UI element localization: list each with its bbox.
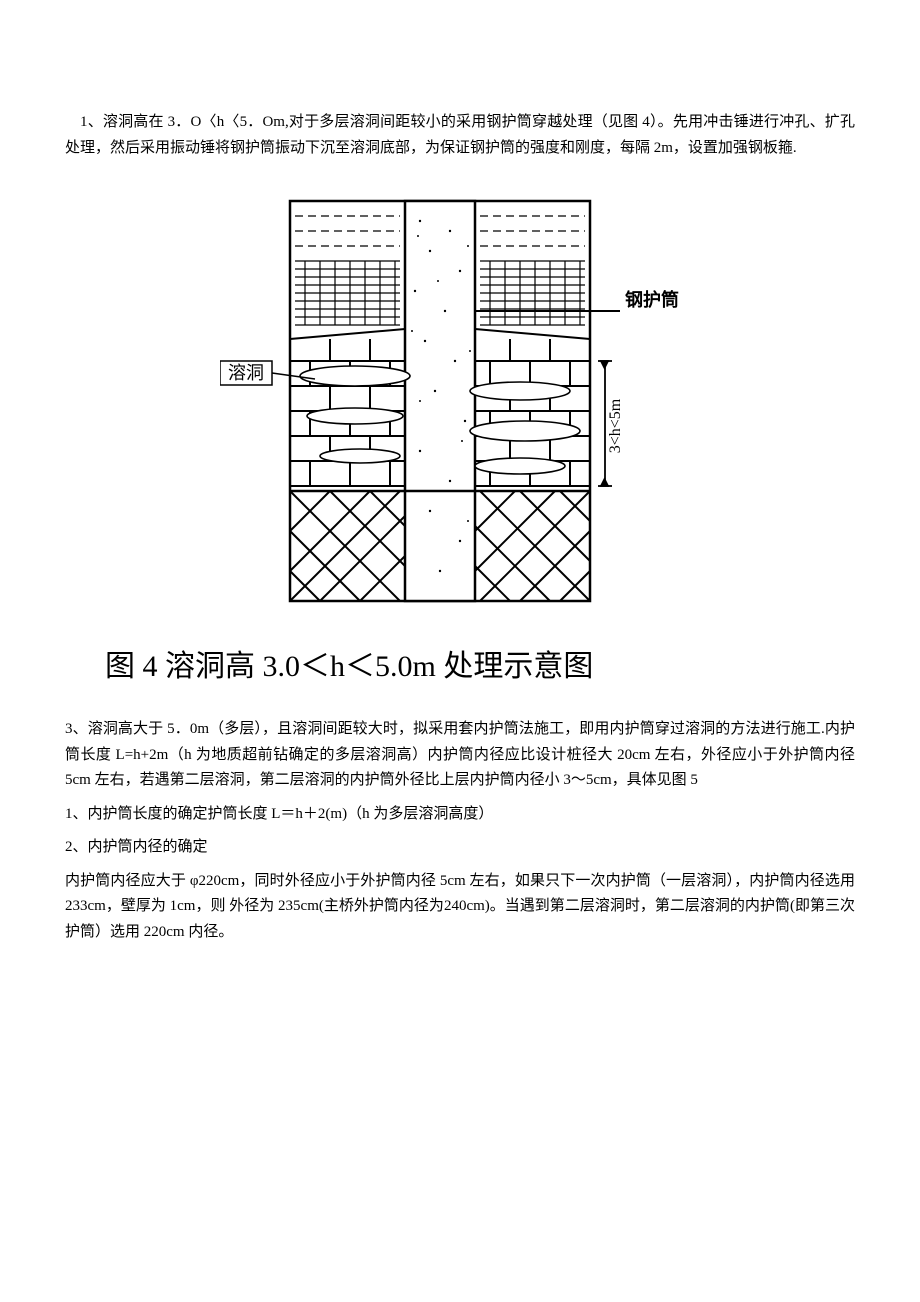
paragraph-2: 3、溶洞高大于 5．0m（多层），且溶洞间距较大时，拟采用套内护筒法施工，即用内… (65, 717, 855, 794)
figure-4-caption: 图 4 溶洞高 3.0＜h＜5.0m 处理示意图 (65, 644, 855, 689)
figure-4-diagram: 溶洞 钢护筒 3<h<5m (220, 191, 700, 621)
paragraph-5: 内护筒内径应大于 φ220cm，同时外径应小于外护筒内径 5cm 左右，如果只下… (65, 869, 855, 946)
paragraph-1: 1、溶洞高在 3．O〈h〈5．Om,对于多层溶洞间距较小的采用钢护筒穿越处理（见… (65, 110, 855, 161)
label-casing: 钢护筒 (625, 289, 679, 310)
paragraph-4: 2、内护筒内径的确定 (65, 835, 855, 861)
label-cave: 溶洞 (228, 363, 264, 383)
paragraph-3: 1、内护筒长度的确定护筒长度 L＝h＋2(m)（h 为多层溶洞高度） (65, 802, 855, 828)
label-dimension: 3<h<5m (607, 398, 624, 453)
figure-4-wrap: 溶洞 钢护筒 3<h<5m (65, 191, 855, 626)
